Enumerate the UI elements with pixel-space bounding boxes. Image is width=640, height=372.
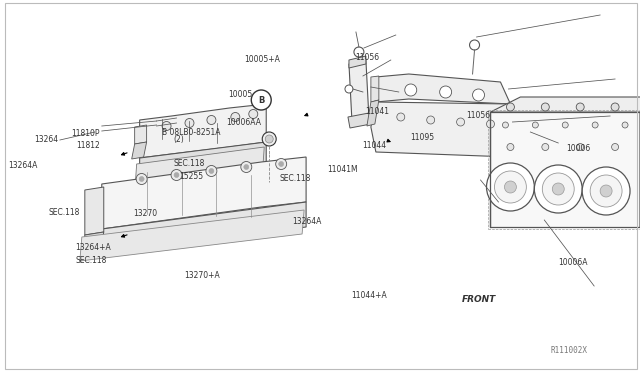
Circle shape (139, 176, 144, 182)
Circle shape (486, 120, 495, 128)
Circle shape (252, 90, 271, 110)
Polygon shape (134, 125, 147, 144)
Text: 13264: 13264 (34, 135, 58, 144)
Circle shape (504, 181, 516, 193)
Circle shape (542, 173, 574, 205)
Polygon shape (82, 232, 104, 260)
Polygon shape (348, 113, 371, 128)
Circle shape (502, 122, 508, 128)
Circle shape (612, 144, 619, 151)
Text: 13264A: 13264A (292, 217, 322, 226)
Circle shape (592, 122, 598, 128)
Polygon shape (85, 187, 104, 235)
Circle shape (136, 173, 147, 185)
Text: 11056: 11056 (467, 111, 491, 120)
Circle shape (582, 167, 630, 215)
Text: 11812: 11812 (76, 141, 100, 150)
Circle shape (507, 144, 514, 151)
Circle shape (534, 165, 582, 213)
Text: 11044: 11044 (362, 141, 387, 150)
Polygon shape (349, 60, 369, 121)
Circle shape (532, 122, 538, 128)
Circle shape (162, 122, 171, 131)
Text: R111002X: R111002X (550, 346, 588, 355)
Text: 11056: 11056 (355, 53, 379, 62)
Circle shape (265, 135, 273, 143)
Text: 11041M: 11041M (328, 165, 358, 174)
Text: B 08LB0-8251A: B 08LB0-8251A (161, 128, 220, 137)
Polygon shape (140, 142, 266, 182)
Circle shape (590, 175, 622, 207)
Circle shape (440, 86, 452, 98)
Polygon shape (371, 76, 379, 102)
Circle shape (345, 85, 353, 93)
Text: 10006AA: 10006AA (227, 118, 262, 127)
Polygon shape (367, 100, 379, 126)
Circle shape (249, 109, 258, 119)
Polygon shape (80, 210, 304, 261)
Circle shape (354, 47, 364, 57)
Polygon shape (134, 147, 264, 193)
Text: FRONT: FRONT (461, 295, 495, 304)
Circle shape (470, 40, 479, 50)
Circle shape (209, 169, 214, 173)
Circle shape (600, 185, 612, 197)
Circle shape (577, 144, 584, 151)
Text: SEC.118: SEC.118 (280, 174, 311, 183)
Circle shape (278, 161, 284, 167)
Polygon shape (140, 104, 266, 158)
Text: 11044+A: 11044+A (351, 291, 387, 300)
Polygon shape (102, 202, 306, 254)
Text: 10006A: 10006A (558, 258, 588, 267)
Text: (2): (2) (173, 135, 184, 144)
Circle shape (486, 163, 534, 211)
Circle shape (276, 158, 287, 170)
Text: 10005: 10005 (228, 90, 253, 99)
Text: SEC.118: SEC.118 (48, 208, 79, 217)
Circle shape (262, 132, 276, 146)
Circle shape (563, 122, 568, 128)
Text: 13270: 13270 (133, 209, 157, 218)
Circle shape (576, 103, 584, 111)
Text: B: B (258, 96, 264, 105)
Polygon shape (490, 97, 640, 112)
Circle shape (397, 113, 404, 121)
Polygon shape (376, 74, 511, 104)
Circle shape (611, 103, 619, 111)
Text: 13264+A: 13264+A (76, 243, 111, 252)
Text: 13270+A: 13270+A (184, 271, 220, 280)
Circle shape (185, 119, 194, 128)
Circle shape (244, 164, 249, 170)
Text: 10005+A: 10005+A (244, 55, 280, 64)
Circle shape (404, 84, 417, 96)
Circle shape (472, 89, 484, 101)
Text: 11095: 11095 (410, 133, 435, 142)
Text: 10006: 10006 (566, 144, 591, 153)
Circle shape (506, 103, 515, 111)
Text: 15255: 15255 (179, 172, 204, 181)
Polygon shape (102, 157, 306, 229)
Circle shape (206, 166, 217, 176)
Circle shape (174, 173, 179, 177)
Circle shape (541, 103, 549, 111)
Polygon shape (349, 56, 366, 68)
Polygon shape (490, 112, 640, 227)
Circle shape (622, 122, 628, 128)
Circle shape (495, 171, 526, 203)
Polygon shape (132, 142, 147, 159)
Circle shape (241, 161, 252, 173)
Text: 11810P: 11810P (71, 129, 100, 138)
Circle shape (171, 170, 182, 180)
Circle shape (207, 115, 216, 125)
Circle shape (231, 112, 240, 122)
Circle shape (552, 183, 564, 195)
Circle shape (427, 116, 435, 124)
Text: 13264A: 13264A (8, 161, 37, 170)
Text: SEC.118: SEC.118 (76, 256, 107, 265)
Text: SEC.118: SEC.118 (173, 159, 204, 168)
Circle shape (456, 118, 465, 126)
Text: 11041: 11041 (365, 107, 390, 116)
Circle shape (542, 144, 548, 151)
Polygon shape (371, 102, 518, 157)
